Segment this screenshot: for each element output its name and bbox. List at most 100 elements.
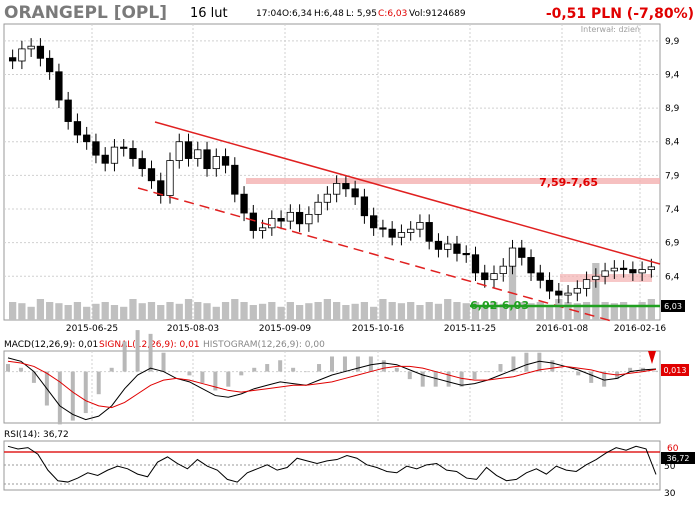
candle-body [55, 71, 63, 101]
macd-hist-bar [446, 371, 451, 387]
histogram-label: HISTOGRAM(12,26,9): 0,00 [203, 340, 325, 350]
volume-bar [407, 302, 415, 320]
macd-hist-bar [291, 367, 296, 372]
rsi-last-value: 36,72 [667, 454, 690, 463]
upper-trend-line [154, 121, 661, 265]
candle-body [536, 272, 544, 281]
candle-body [462, 252, 470, 256]
candle-body [212, 156, 220, 170]
candle-body [527, 257, 535, 274]
volume-bar [36, 299, 45, 320]
volume-bar [351, 303, 359, 320]
macd-hist-bar [252, 367, 257, 372]
macd-hist-bar [187, 371, 192, 376]
macd-hist-bar [355, 356, 360, 372]
volume-bar [157, 305, 165, 320]
macd-hist-bar [304, 371, 309, 373]
candle-body [647, 266, 656, 270]
volume-bar [527, 303, 535, 320]
macd-hist-bar [135, 330, 140, 372]
volume-bar [249, 305, 257, 320]
volume-bar [499, 303, 507, 320]
volume-bar [379, 299, 387, 320]
macd-line [7, 357, 657, 421]
candle-body [166, 160, 174, 196]
volume-bar [342, 305, 350, 320]
candle-body [342, 183, 350, 190]
price-y-tick: 6,4 [665, 272, 680, 282]
volume-bar [194, 302, 202, 320]
volume-bar [18, 303, 26, 320]
candle-body [407, 228, 415, 233]
candle-body [286, 211, 294, 222]
volume-bar [212, 306, 220, 320]
macd-hist-bar [174, 371, 179, 373]
price-grid [4, 24, 660, 320]
candle-body [314, 201, 322, 215]
volume-bar [518, 302, 526, 320]
volume-bar [55, 303, 63, 320]
macd-hist-bar [122, 341, 127, 372]
macd-hist-bar [109, 367, 114, 372]
macd-hist-bar [563, 371, 568, 373]
candle-body [619, 267, 628, 270]
volume-bar [601, 302, 609, 320]
rsi-last-marker [661, 452, 695, 464]
macd-hist-bar [200, 371, 205, 383]
candle-body [129, 148, 137, 159]
candle-body [592, 275, 600, 281]
volume-bar [508, 260, 517, 320]
macd-hist-bar [459, 371, 464, 387]
price-x-tick: 2015-11-25 [444, 324, 496, 334]
price-x-tick: 2015-10-16 [352, 324, 405, 334]
header-volume: Vol:9124689 [409, 9, 466, 19]
volume-bar [286, 302, 294, 320]
volume-bar [444, 299, 452, 320]
volume-bar [360, 302, 369, 320]
volume-bar [166, 302, 174, 320]
macd-hist-bar [317, 364, 322, 372]
volume-bar [147, 302, 156, 320]
macd-hist-bar [148, 333, 153, 372]
macd-last-value: 0,013 [664, 366, 687, 375]
volume-bar [101, 302, 109, 320]
volume-bar [397, 303, 406, 320]
macd-hist-bar [226, 371, 231, 387]
macd-hist-bar [550, 360, 555, 372]
candle-body [416, 222, 424, 230]
volume-bar [27, 306, 35, 320]
candle-body [351, 188, 359, 198]
volume-bar [471, 302, 480, 320]
candle-body [508, 247, 517, 267]
header-low: L: 5,95 [346, 9, 377, 19]
volume-bar [9, 302, 17, 320]
macd-panel-frame [3, 350, 661, 424]
volume-bar [370, 306, 378, 320]
candle-body [388, 228, 396, 238]
candle-body [573, 287, 581, 294]
volume-bar [564, 302, 572, 320]
price-x-tick: 2015-08-03 [167, 324, 219, 334]
price-x-tick: 2016-02-16 [614, 324, 667, 334]
macd-hist-bar [83, 371, 88, 414]
candle-body [92, 141, 100, 156]
candle-body [564, 292, 572, 296]
resistance-band-label: 7,59-7,65 [539, 176, 598, 189]
volume-bar [434, 303, 443, 320]
volume-bar [240, 302, 248, 320]
candle-body [8, 57, 17, 62]
rsi-label: RSI(14): 36,72 [4, 430, 69, 440]
last-price-marker [661, 300, 685, 312]
header-close: C:6,03 [378, 9, 407, 19]
candle-body [73, 121, 82, 136]
macd-hist-bar [407, 371, 412, 380]
volume-bar [268, 302, 276, 320]
macd-hist-bar [18, 367, 23, 372]
volume-bar [305, 303, 313, 320]
volume-bar [536, 302, 544, 320]
macd-hist-bar [472, 371, 477, 380]
macd-hist-bar [330, 356, 334, 372]
price-x-axis: 2015-06-25 2015-08-03 2015-09-09 2015-10-16… [66, 324, 667, 334]
macd-hist-bar [654, 370, 658, 372]
